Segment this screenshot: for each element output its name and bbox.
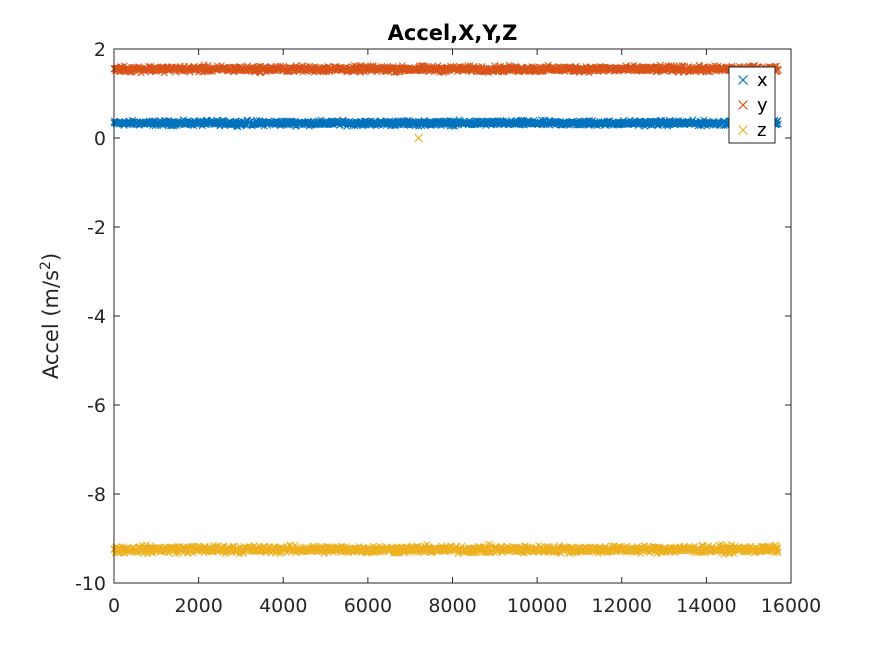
x-tick-label: 0 <box>108 595 120 617</box>
x-tick-label: 10000 <box>507 595 567 617</box>
legend: xyz <box>728 66 776 144</box>
series-layer <box>110 61 782 558</box>
x-tick-label: 6000 <box>344 595 392 617</box>
y-axis-label-superscript: 2 <box>38 261 54 270</box>
x-tick-label: 8000 <box>428 595 476 617</box>
y-tick-label: 0 <box>94 128 106 150</box>
legend-box <box>728 66 776 144</box>
legend-marker-x <box>738 75 748 85</box>
x-tick-label: 2000 <box>174 595 222 617</box>
legend-label-x: x <box>757 70 768 91</box>
chart-title: Accel,X,Y,Z <box>388 21 518 45</box>
y-tick-label: -2 <box>87 217 106 239</box>
y-tick-label: 2 <box>94 39 106 61</box>
y-tick-label: -4 <box>87 306 106 328</box>
x-tick-label: 4000 <box>259 595 307 617</box>
y-axis: -10 -8 -6 -4 -2 0 2 <box>75 39 791 595</box>
plot-area <box>114 49 791 583</box>
x-tick-label: 12000 <box>592 595 652 617</box>
legend-label-y: y <box>757 95 768 116</box>
y-tick-label: -10 <box>75 573 106 595</box>
x-tick-label: 16000 <box>761 595 821 617</box>
y-axis-label-main: Accel (m/s <box>39 270 63 379</box>
x-axis: 0 2000 4000 6000 8000 10000 12000 14000 16000 <box>108 49 821 617</box>
legend-marker-z <box>738 125 748 135</box>
x-tick-label: 14000 <box>676 595 736 617</box>
legend-marker-y <box>738 100 748 110</box>
y-tick-label: -6 <box>87 395 106 417</box>
y-axis-label: Accel (m/s2) <box>38 253 63 379</box>
outlier-point-z <box>414 133 424 143</box>
y-tick-label: -8 <box>87 484 106 506</box>
y-axis-label-suffix: ) <box>39 253 63 261</box>
legend-label-z: z <box>757 120 766 141</box>
